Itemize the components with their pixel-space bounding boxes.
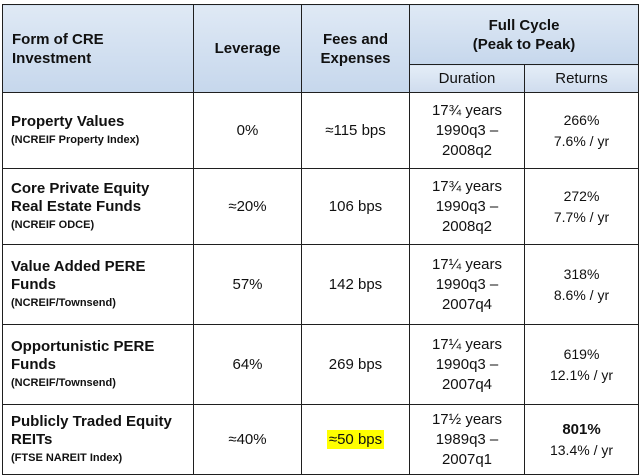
row-label-property-values: Property Values (NCREIF Property Index) (2, 92, 194, 169)
fees-cell: 142 bps (301, 244, 410, 325)
duration-cell: 17¾ years 1990q3 – 2008q2 (409, 92, 525, 169)
leverage-value: 64% (232, 355, 263, 373)
fees-cell: 106 bps (301, 168, 410, 245)
leverage-value: ≈40% (228, 430, 267, 448)
fees-cell: ≈50 bps (301, 404, 410, 475)
header-leverage: Leverage (193, 4, 302, 93)
row-source: (NCREIF/Townsend) (11, 297, 116, 309)
duration-years: 17¼ years (431, 255, 503, 273)
leverage-cell: ≈40% (193, 404, 302, 475)
row-title: REITs (11, 431, 53, 448)
header-duration: Duration (409, 64, 525, 93)
table-row: Core Private Equity Real Estate Funds (N… (2, 168, 640, 245)
leverage-value: ≈20% (228, 197, 267, 215)
leverage-cell: 64% (193, 324, 302, 405)
row-source: (NCREIF Property Index) (11, 134, 140, 146)
fees-value: 106 bps (328, 197, 383, 215)
returns-cell: 272% 7.7% / yr (523, 168, 640, 245)
row-source: (FTSE NAREIT Index) (11, 452, 123, 464)
duration-years: 17¼ years (431, 335, 503, 353)
duration-end: 2008q2 (441, 141, 493, 159)
duration-end: 2007q1 (441, 450, 493, 468)
row-title: Publicly Traded Equity (11, 413, 172, 430)
table-row: Value Added PERE Funds (NCREIF/Townsend)… (2, 244, 640, 325)
header-leverage-label: Leverage (214, 40, 281, 57)
duration-cell: 17¾ years 1990q3 – 2008q2 (409, 168, 525, 245)
duration-end: 2007q4 (441, 375, 493, 393)
row-title: Real Estate Funds (11, 198, 142, 215)
row-title: Core Private Equity (11, 180, 150, 197)
row-title: Funds (11, 276, 56, 293)
header-fees-line-2: Expenses (320, 49, 391, 67)
table-row: Publicly Traded Equity REITs (FTSE NAREI… (2, 404, 640, 475)
duration-start: 1990q3 – (435, 197, 499, 215)
duration-years: 17¾ years (431, 177, 503, 195)
row-title: Opportunistic PERE (11, 338, 155, 355)
duration-start: 1990q3 – (435, 355, 499, 373)
header-returns: Returns (523, 64, 640, 93)
leverage-cell: 57% (193, 244, 302, 325)
fees-cell: ≈115 bps (301, 92, 410, 169)
header-duration-label: Duration (438, 70, 496, 87)
returns-annual: 12.1% / yr (549, 366, 614, 383)
fees-value: 142 bps (328, 275, 383, 293)
returns-annual: 7.7% / yr (553, 208, 610, 225)
duration-years: 17¾ years (431, 101, 503, 119)
duration-end: 2008q2 (441, 217, 493, 235)
header-full-cycle-line-1: Full Cycle (488, 16, 560, 34)
returns-cell: 801% 13.4% / yr (523, 404, 640, 475)
header-form-line-2: Investment (12, 49, 92, 67)
row-title: Property Values (11, 113, 125, 130)
fees-value: ≈115 bps (325, 121, 386, 139)
returns-annual: 8.6% / yr (553, 286, 610, 303)
row-label-publicly-traded-reits: Publicly Traded Equity REITs (FTSE NAREI… (2, 404, 194, 475)
duration-cell: 17¼ years 1990q3 – 2007q4 (409, 244, 525, 325)
returns-annual: 13.4% / yr (549, 441, 614, 458)
returns-cell: 619% 12.1% / yr (523, 324, 640, 405)
fees-value-highlighted: ≈50 bps (326, 429, 385, 449)
duration-end: 2007q4 (441, 295, 493, 313)
duration-years: 17½ years (431, 410, 503, 428)
duration-start: 1989q3 – (435, 430, 499, 448)
duration-start: 1990q3 – (435, 275, 499, 293)
header-returns-label: Returns (555, 70, 608, 87)
returns-cell: 266% 7.6% / yr (523, 92, 640, 169)
returns-total: 272% (563, 187, 600, 204)
duration-cell: 17¼ years 1990q3 – 2007q4 (409, 324, 525, 405)
duration-start: 1990q3 – (435, 121, 499, 139)
header-form-line-1: Form of CRE (12, 30, 104, 48)
table-row: Opportunistic PERE Funds (NCREIF/Townsen… (2, 324, 640, 405)
fees-value: 269 bps (328, 355, 383, 373)
cre-comparison-table: Form of CRE Investment Leverage Fees and… (2, 4, 640, 475)
row-label-value-added-pere: Value Added PERE Funds (NCREIF/Townsend) (2, 244, 194, 325)
header-full-cycle-line-2: (Peak to Peak) (472, 35, 576, 53)
returns-total: 619% (563, 345, 600, 362)
table-row: Property Values (NCREIF Property Index) … (2, 92, 640, 169)
leverage-value: 57% (232, 275, 263, 293)
returns-total: 318% (563, 265, 600, 282)
returns-annual: 7.6% / yr (553, 132, 610, 149)
leverage-cell: ≈20% (193, 168, 302, 245)
row-label-opportunistic-pere: Opportunistic PERE Funds (NCREIF/Townsen… (2, 324, 194, 405)
header-fees-line-1: Fees and (322, 30, 389, 48)
row-title: Value Added PERE (11, 258, 146, 275)
returns-cell: 318% 8.6% / yr (523, 244, 640, 325)
leverage-value: 0% (236, 121, 259, 139)
row-source: (NCREIF ODCE) (11, 219, 95, 231)
header-form-of-cre-investment: Form of CRE Investment (2, 4, 194, 93)
row-source: (NCREIF/Townsend) (11, 377, 116, 389)
row-label-core-private-equity: Core Private Equity Real Estate Funds (N… (2, 168, 194, 245)
duration-cell: 17½ years 1989q3 – 2007q1 (409, 404, 525, 475)
returns-total-bold: 801% (562, 420, 601, 438)
leverage-cell: 0% (193, 92, 302, 169)
fees-cell: 269 bps (301, 324, 410, 405)
returns-total: 266% (563, 111, 600, 128)
header-full-cycle: Full Cycle (Peak to Peak) (408, 4, 640, 65)
header-fees-and-expenses: Fees and Expenses (301, 4, 410, 93)
row-title: Funds (11, 356, 56, 373)
